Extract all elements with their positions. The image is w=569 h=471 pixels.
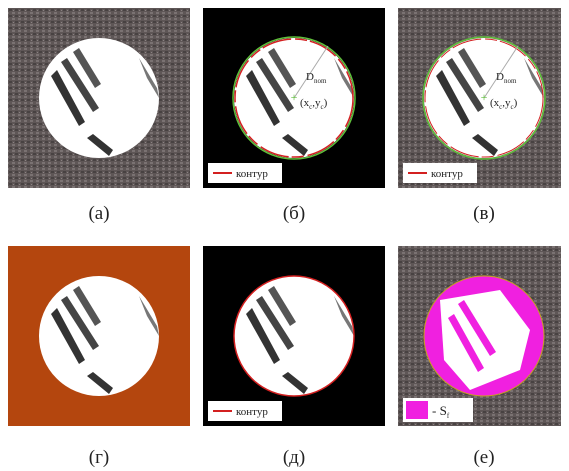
figure: (а) + Dnom (xc,yc) контур (б) + Dnom (xc… xyxy=(0,0,569,471)
caption: (д) xyxy=(283,447,305,468)
svg-text:+: + xyxy=(481,90,488,104)
text-part: ) xyxy=(514,97,518,109)
text-part: nom xyxy=(504,77,517,85)
panel-c: + Dnom (xc,yc) контур (в) xyxy=(398,8,561,224)
svg-text:+: + xyxy=(291,90,298,104)
text-part: nom xyxy=(314,77,327,85)
caption: (а) xyxy=(88,203,109,224)
panel-b: + Dnom (xc,yc) контур (б) xyxy=(203,8,385,224)
panel-f: - Sf (е) xyxy=(398,246,561,468)
text-part: D xyxy=(496,71,504,83)
panel-e: контур (д) xyxy=(203,246,385,468)
legend-label: контур xyxy=(236,168,268,180)
center-label: (xc,yc) xyxy=(300,97,328,111)
caption: (г) xyxy=(89,447,109,468)
center-label: (xc,yc) xyxy=(490,97,518,111)
legend-label: контур xyxy=(431,168,463,180)
text-part: ) xyxy=(324,97,328,109)
text-part: - S xyxy=(432,403,447,418)
legend-label: контур xyxy=(236,406,268,418)
caption: (в) xyxy=(473,203,495,224)
caption: (е) xyxy=(473,447,494,468)
panel-a: (а) xyxy=(8,8,190,224)
panel-d: (г) xyxy=(8,246,190,468)
caption: (б) xyxy=(283,203,305,224)
text-part: D xyxy=(306,71,314,83)
